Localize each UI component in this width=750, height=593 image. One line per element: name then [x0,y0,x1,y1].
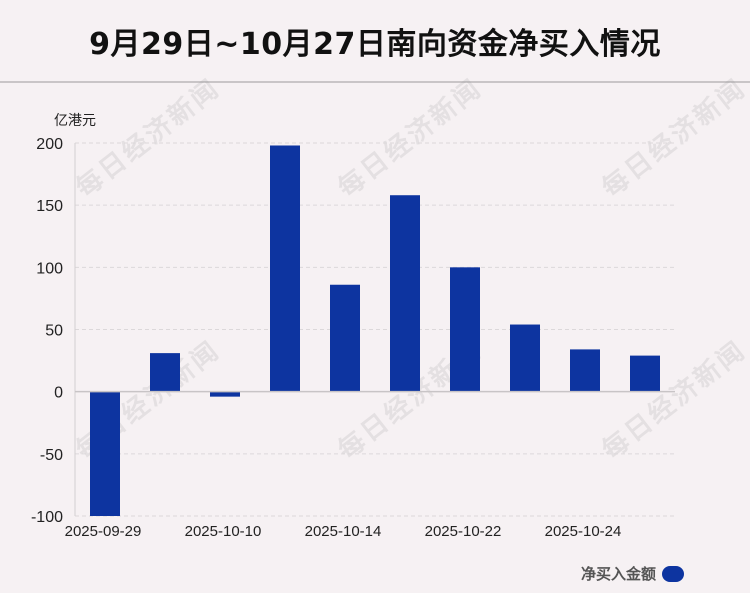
bar [270,145,300,392]
y-tick-label: 50 [45,323,63,340]
y-tick-label: 200 [36,136,63,153]
bar [450,267,480,392]
bar [330,284,360,392]
bar [390,195,420,392]
bar [570,349,600,392]
bar [150,353,180,392]
bar [210,391,240,397]
chart-title: 9月29日~10月27日南向资金净买入情况 [89,26,661,62]
y-tick-label: -50 [40,447,63,464]
grid-layer [75,142,675,517]
x-tick-label: 2025-10-14 [305,523,382,540]
y-tick-label: 150 [36,198,63,215]
title-bar: 9月29日~10月27日南向资金净买入情况 [0,0,750,83]
x-tick-label: 2025-10-10 [185,523,262,540]
bar [90,391,120,516]
bar [510,324,540,392]
bar [630,355,660,392]
y-tick-label: 100 [36,260,63,277]
legend-swatch [662,565,684,582]
x-tick-label: 2025-10-24 [545,523,622,540]
axis-layer: 200 150 100 50 0 -50 -100 亿港元 2025-09-29 2025-10-… [31,113,675,540]
legend: 净买入金额 [581,563,684,584]
x-tick-label: 2025-09-29 [65,523,142,540]
bar-layer [90,145,660,516]
y-tick-label: 0 [54,385,63,402]
x-tick-label: 2025-10-22 [425,523,502,540]
y-tick-label: -100 [31,509,63,526]
legend-label: 净买入金额 [580,565,656,583]
y-axis-unit: 亿港元 [54,113,96,129]
